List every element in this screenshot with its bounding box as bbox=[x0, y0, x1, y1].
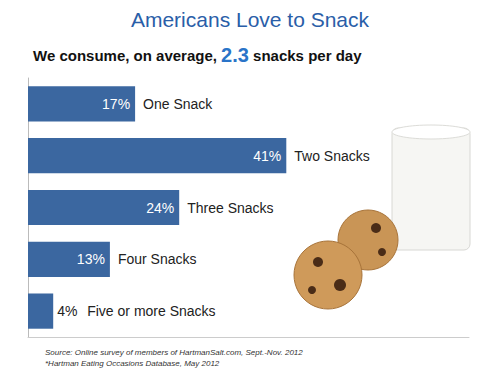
svg-text:Four Snacks: Four Snacks bbox=[118, 251, 197, 267]
svg-text:Five or more Snacks: Five or more Snacks bbox=[87, 303, 215, 319]
svg-text:snacks per day: snacks per day bbox=[249, 47, 362, 64]
svg-text:One Snack: One Snack bbox=[143, 96, 213, 112]
svg-text:41%: 41% bbox=[253, 148, 281, 164]
svg-text:24%: 24% bbox=[146, 200, 174, 216]
svg-text:4%: 4% bbox=[57, 303, 77, 319]
svg-text:Americans Love to Snack: Americans Love to Snack bbox=[131, 8, 370, 31]
svg-text:2.3: 2.3 bbox=[221, 44, 249, 66]
svg-text:*Hartman Eating Occasions Data: *Hartman Eating Occasions Database, May … bbox=[45, 359, 220, 368]
svg-text:17%: 17% bbox=[102, 96, 130, 112]
svg-text:Three Snacks: Three Snacks bbox=[187, 200, 273, 216]
svg-text:13%: 13% bbox=[77, 251, 105, 267]
svg-text:Two Snacks: Two Snacks bbox=[294, 148, 369, 164]
svg-text:We consume, on average,: We consume, on average, bbox=[33, 47, 221, 64]
svg-text:Source: Online survey of membe: Source: Online survey of members of Hart… bbox=[45, 348, 303, 357]
